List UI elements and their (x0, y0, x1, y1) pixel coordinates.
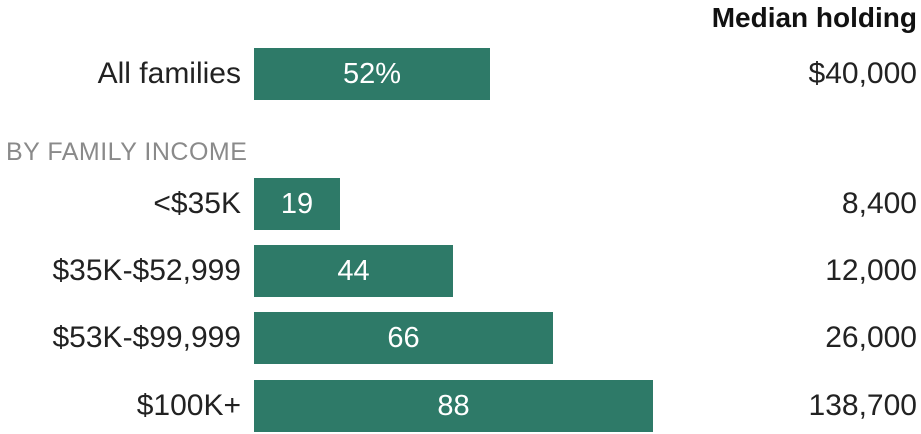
median-holding-value: 8,400 (841, 187, 917, 220)
median-holding-value: 12,000 (825, 254, 917, 287)
bar: 44 (254, 245, 453, 297)
bar: 52% (254, 48, 490, 100)
median-holding-value: 26,000 (825, 321, 917, 354)
bar-value-label: 88 (437, 390, 470, 422)
row-label: $100K+ (136, 389, 241, 422)
bar: 88 (254, 380, 653, 432)
bar-value-label: 52% (342, 58, 402, 90)
bar-value-label: 66 (387, 322, 420, 354)
bar-value-label: 44 (337, 255, 370, 287)
median-holding-value: $40,000 (808, 57, 917, 90)
bar: 66 (254, 312, 553, 364)
bar: 19 (254, 178, 340, 230)
row-label: $53K-$99,999 (52, 321, 242, 354)
row-label: $35K-$52,999 (52, 254, 242, 287)
row-label: <$35K (153, 187, 241, 220)
median-holding-header: Median holding (711, 2, 917, 33)
by-family-income-label: BY FAMILY INCOME (6, 138, 248, 166)
median-holding-value: 138,700 (808, 389, 917, 422)
bar-value-label: 19 (280, 188, 314, 220)
row-label: All families (97, 57, 241, 90)
